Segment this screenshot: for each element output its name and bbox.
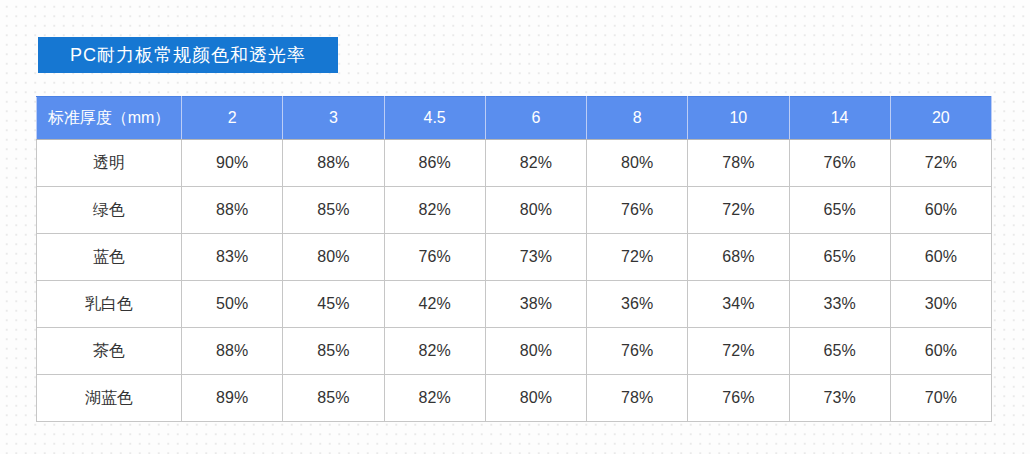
table-row: 茶色 88% 85% 82% 80% 76% 72% 65% 60% bbox=[37, 328, 992, 375]
row-label: 湖蓝色 bbox=[37, 375, 182, 422]
table-cell: 76% bbox=[587, 328, 688, 375]
table-cell: 80% bbox=[485, 375, 586, 422]
table-cell: 88% bbox=[182, 187, 283, 234]
table-cell: 72% bbox=[688, 187, 789, 234]
table-cell: 76% bbox=[587, 187, 688, 234]
table-cell: 80% bbox=[485, 187, 586, 234]
table-header-row: 标准厚度（mm） 2 3 4.5 6 8 10 14 20 bbox=[37, 97, 992, 140]
section-title-banner: PC耐力板常规颜色和透光率 bbox=[38, 37, 338, 73]
row-label: 透明 bbox=[37, 140, 182, 187]
column-header: 3 bbox=[283, 97, 384, 140]
table-cell: 90% bbox=[182, 140, 283, 187]
table-cell: 76% bbox=[384, 234, 485, 281]
table-cell: 82% bbox=[485, 140, 586, 187]
table-cell: 50% bbox=[182, 281, 283, 328]
column-header: 10 bbox=[688, 97, 789, 140]
table-cell: 86% bbox=[384, 140, 485, 187]
table-cell: 82% bbox=[384, 375, 485, 422]
table-cell: 72% bbox=[688, 328, 789, 375]
table-row: 乳白色 50% 45% 42% 38% 36% 34% 33% 30% bbox=[37, 281, 992, 328]
row-label: 蓝色 bbox=[37, 234, 182, 281]
table-cell: 45% bbox=[283, 281, 384, 328]
table-cell: 85% bbox=[283, 328, 384, 375]
table-cell: 38% bbox=[485, 281, 586, 328]
table-row: 湖蓝色 89% 85% 82% 80% 78% 76% 73% 70% bbox=[37, 375, 992, 422]
table-cell: 83% bbox=[182, 234, 283, 281]
column-header: 2 bbox=[182, 97, 283, 140]
table-cell: 65% bbox=[789, 234, 890, 281]
column-header: 6 bbox=[485, 97, 586, 140]
transmittance-table: 标准厚度（mm） 2 3 4.5 6 8 10 14 20 透明 90% 88%… bbox=[36, 96, 992, 422]
table-cell: 60% bbox=[890, 328, 991, 375]
table-cell: 82% bbox=[384, 328, 485, 375]
table-cell: 88% bbox=[283, 140, 384, 187]
table-cell: 42% bbox=[384, 281, 485, 328]
table-row: 绿色 88% 85% 82% 80% 76% 72% 65% 60% bbox=[37, 187, 992, 234]
column-header: 20 bbox=[890, 97, 991, 140]
table-cell: 82% bbox=[384, 187, 485, 234]
table-cell: 76% bbox=[688, 375, 789, 422]
table-cell: 34% bbox=[688, 281, 789, 328]
table-cell: 30% bbox=[890, 281, 991, 328]
table-row: 蓝色 83% 80% 76% 73% 72% 68% 65% 60% bbox=[37, 234, 992, 281]
table-cell: 36% bbox=[587, 281, 688, 328]
row-label: 乳白色 bbox=[37, 281, 182, 328]
table-cell: 65% bbox=[789, 328, 890, 375]
header-thickness-label: 标准厚度（mm） bbox=[37, 97, 182, 140]
table-cell: 72% bbox=[587, 234, 688, 281]
table-cell: 65% bbox=[789, 187, 890, 234]
table-cell: 85% bbox=[283, 375, 384, 422]
table-cell: 80% bbox=[587, 140, 688, 187]
table-cell: 70% bbox=[890, 375, 991, 422]
column-header: 14 bbox=[789, 97, 890, 140]
transmittance-table-container: 标准厚度（mm） 2 3 4.5 6 8 10 14 20 透明 90% 88%… bbox=[36, 96, 992, 422]
table-cell: 33% bbox=[789, 281, 890, 328]
table-cell: 76% bbox=[789, 140, 890, 187]
table-cell: 89% bbox=[182, 375, 283, 422]
table-cell: 85% bbox=[283, 187, 384, 234]
table-cell: 60% bbox=[890, 187, 991, 234]
table-cell: 73% bbox=[485, 234, 586, 281]
row-label: 茶色 bbox=[37, 328, 182, 375]
table-cell: 68% bbox=[688, 234, 789, 281]
table-row: 透明 90% 88% 86% 82% 80% 78% 76% 72% bbox=[37, 140, 992, 187]
page: { "title_banner": { "text": "PC耐力板常规颜色和透… bbox=[0, 0, 1030, 454]
column-header: 8 bbox=[587, 97, 688, 140]
table-cell: 80% bbox=[283, 234, 384, 281]
table-cell: 78% bbox=[688, 140, 789, 187]
table-cell: 80% bbox=[485, 328, 586, 375]
row-label: 绿色 bbox=[37, 187, 182, 234]
table-cell: 88% bbox=[182, 328, 283, 375]
table-cell: 73% bbox=[789, 375, 890, 422]
table-cell: 60% bbox=[890, 234, 991, 281]
table-cell: 78% bbox=[587, 375, 688, 422]
column-header: 4.5 bbox=[384, 97, 485, 140]
section-title: PC耐力板常规颜色和透光率 bbox=[70, 45, 306, 65]
table-cell: 72% bbox=[890, 140, 991, 187]
